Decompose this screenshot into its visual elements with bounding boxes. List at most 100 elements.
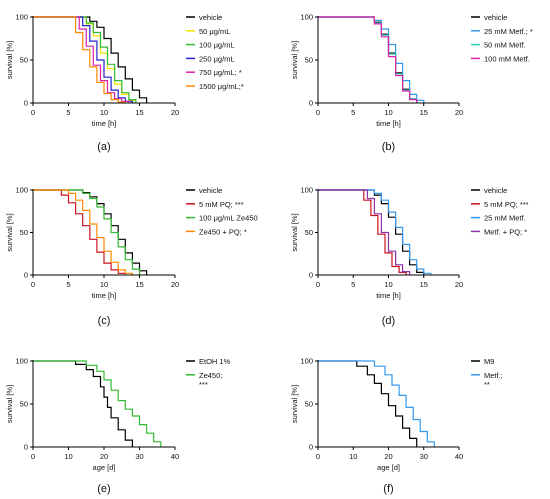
x-tick-label: 0: [316, 280, 320, 289]
x-axis-label: age [d]: [93, 463, 116, 472]
y-tick-label: 0: [309, 271, 313, 280]
x-tick-label: 20: [384, 452, 392, 461]
series-line-4: [33, 189, 133, 275]
x-tick-label: 10: [100, 108, 108, 117]
series-line-2: [318, 189, 407, 275]
y-tick-label: 50: [305, 400, 313, 409]
y-axis-label: survival [%]: [290, 41, 299, 79]
x-axis-label: time [h]: [92, 119, 117, 128]
y-tick-label: 100: [15, 357, 28, 366]
legend-label: Ze450 + PQ; *: [199, 227, 247, 236]
x-tick-label: 0: [316, 452, 320, 461]
y-tick-label: 0: [24, 271, 28, 280]
panel-label: (b): [382, 141, 395, 153]
series-line-1: [33, 16, 148, 103]
series-line-2: [318, 360, 435, 447]
y-axis-label: survival [%]: [5, 213, 14, 251]
legend-label: 1500 μg/mL;*: [199, 82, 244, 91]
series-line-4: [33, 16, 133, 103]
legend-label: 5 mM PQ; ***: [484, 200, 529, 209]
panel-label: (d): [382, 315, 395, 327]
legend-label: vehicle: [199, 186, 222, 195]
y-tick-label: 0: [309, 99, 313, 108]
x-tick-label: 15: [135, 108, 143, 117]
series-line-1: [318, 16, 418, 103]
x-tick-label: 0: [31, 108, 35, 117]
legend: vehicle 50 μg/mL 100 μg/mL 250 μg/mL 750 μg/…: [186, 13, 244, 91]
legend-label: vehicle: [199, 13, 222, 22]
legend-label: vehicle: [484, 186, 507, 195]
series-line-1: [318, 360, 418, 447]
legend-label: 750 μg/mL; *: [199, 68, 242, 77]
legend-label: M9: [484, 357, 494, 366]
x-tick-label: 5: [351, 280, 355, 289]
legend-label: EtOH 1%: [199, 357, 231, 366]
y-tick-label: 100: [15, 13, 28, 22]
y-tick-label: 50: [20, 400, 28, 409]
series-line-3: [318, 16, 418, 103]
y-tick-label: 100: [300, 186, 313, 195]
x-tick-label: 5: [66, 108, 70, 117]
series-line-2: [33, 360, 162, 447]
legend: vehicle 25 mM Metf.; * 50 mM Metf. 100 mM M…: [471, 13, 533, 63]
y-tick-label: 0: [24, 443, 28, 452]
x-tick-label: 5: [66, 280, 70, 289]
x-tick-label: 40: [455, 452, 463, 461]
panel-label: (e): [97, 483, 110, 495]
legend-label: 100 mM Metf.: [484, 54, 530, 63]
panel-label: (a): [97, 141, 110, 153]
panel-label: (f): [383, 483, 393, 495]
chart-panel-5: 0 10 20 30 40 0 50 100 age [d] survival [%] (e) EtO…: [5, 357, 231, 496]
y-axis-label: survival [%]: [290, 385, 299, 423]
y-tick-label: 50: [305, 56, 313, 65]
x-tick-label: 15: [420, 280, 428, 289]
legend-label: Metf. + PQ; *: [484, 227, 527, 236]
chart-panel-2: 0 5 10 15 20 0 50 100 time [h] survival [%] (b) veh…: [290, 13, 533, 154]
y-tick-label: 100: [300, 13, 313, 22]
legend-label: Ze450; ***: [199, 371, 222, 389]
x-axis-label: time [h]: [92, 291, 117, 300]
x-tick-label: 10: [100, 280, 108, 289]
x-tick-label: 20: [455, 108, 463, 117]
y-tick-label: 0: [24, 99, 28, 108]
legend-label: 100 μg/mL: [199, 41, 235, 50]
series-line-6: [33, 16, 126, 103]
legend-label: 50 mM Metf.: [484, 41, 526, 50]
legend-label: 25 mM Metf.: [484, 214, 526, 223]
series-line-5: [33, 16, 130, 103]
legend-label: Metf.; **: [484, 371, 503, 389]
y-tick-label: 50: [20, 228, 28, 237]
x-tick-label: 10: [64, 452, 72, 461]
x-tick-label: 20: [100, 452, 108, 461]
y-axis-label: survival [%]: [5, 41, 14, 79]
legend: EtOH 1% Ze450; ***: [186, 357, 231, 389]
series-line-1: [33, 360, 133, 447]
x-tick-label: 10: [349, 452, 357, 461]
x-tick-label: 10: [384, 280, 392, 289]
legend: vehicle 5 mM PQ; *** 25 mM Metf. Metf. + PQ…: [471, 186, 529, 236]
series-line-3: [33, 189, 141, 275]
legend-label: 250 μg/mL: [199, 54, 235, 63]
y-axis-label: survival [%]: [5, 385, 14, 423]
x-tick-label: 15: [135, 280, 143, 289]
x-tick-label: 0: [316, 108, 320, 117]
x-tick-label: 20: [455, 280, 463, 289]
legend-label: 100 μg/mL Ze450: [199, 214, 258, 223]
x-tick-label: 20: [171, 280, 179, 289]
legend-label: vehicle: [484, 13, 507, 22]
series-line-3: [33, 16, 137, 103]
x-tick-label: 15: [420, 108, 428, 117]
legend: M9 Metf.; **: [471, 357, 503, 389]
y-axis-label: survival [%]: [290, 213, 299, 251]
x-tick-label: 20: [171, 108, 179, 117]
legend: vehicle 5 mM PQ; *** 100 μg/mL Ze450 Ze450 …: [186, 186, 258, 236]
series-line-2: [33, 16, 137, 103]
panel-label: (c): [98, 315, 111, 327]
y-tick-label: 50: [20, 56, 28, 65]
x-axis-label: age [d]: [377, 463, 400, 472]
legend-label: 25 mM Metf.; *: [484, 27, 533, 36]
x-tick-label: 30: [420, 452, 428, 461]
x-tick-label: 0: [31, 452, 35, 461]
x-axis-label: time [h]: [376, 291, 401, 300]
series-line-3: [318, 189, 432, 275]
